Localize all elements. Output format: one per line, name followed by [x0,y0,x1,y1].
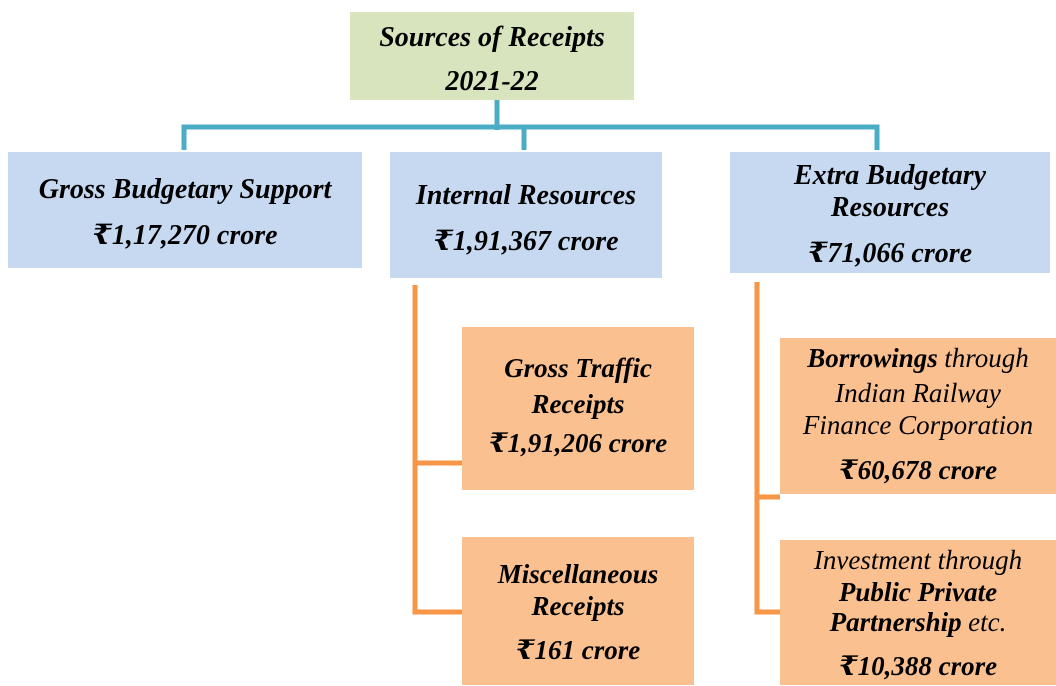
text-segment: etc. [968,607,1007,637]
orange-connectors [412,282,780,615]
label-line: Gross Traffic [504,353,652,383]
top-bar [181,124,880,150]
amount: ₹1,91,367 crore [433,226,619,257]
label-line: Receipts [531,389,625,419]
box [730,152,1050,273]
label-line: Internal Resources [415,180,637,211]
label-line: Indian Railway [780,373,1056,413]
amount: ₹60,678 crore [838,455,998,485]
internal-branch [412,285,462,615]
text-segment: through [944,343,1029,373]
text-segment: Partnership [829,607,962,637]
label-line: Miscellaneous [497,559,659,589]
label-line: Partnership etc. [780,602,1056,642]
label-line: 2021-22 [445,66,539,97]
box [462,537,694,685]
amount: ₹71,066 crore [807,238,973,269]
text-segment: Investment through [813,545,1023,575]
label-line: Public Private [780,572,1056,612]
label-line: Resources [830,192,950,223]
box [350,12,634,100]
amount: ₹10,388 crore [838,651,998,681]
box [780,338,1056,494]
label-line: Investment through [780,540,1056,580]
text-segment: Indian Railway [835,378,1001,408]
teal-connectors [181,100,880,150]
text-segment: Finance Corporation [802,410,1034,440]
label-line: Extra Budgetary [793,160,987,191]
box [390,152,662,278]
amount: ₹1,91,206 crore [488,428,668,458]
box [780,540,1056,685]
label-line: Gross Budgetary Support [38,174,332,205]
label-line: Borrowings through [780,338,1056,378]
box [462,327,694,490]
label-line: Sources of Receipts [379,22,605,53]
label-line: Receipts [531,591,625,621]
text-segment: Borrowings [807,343,938,373]
amount: ₹1,17,270 crore [92,220,278,251]
extra-branch [754,282,780,615]
text-segment: Public Private [838,577,998,607]
label-line: Finance Corporation [780,405,1056,445]
box [8,152,362,268]
amount: ₹161 crore [515,635,641,665]
